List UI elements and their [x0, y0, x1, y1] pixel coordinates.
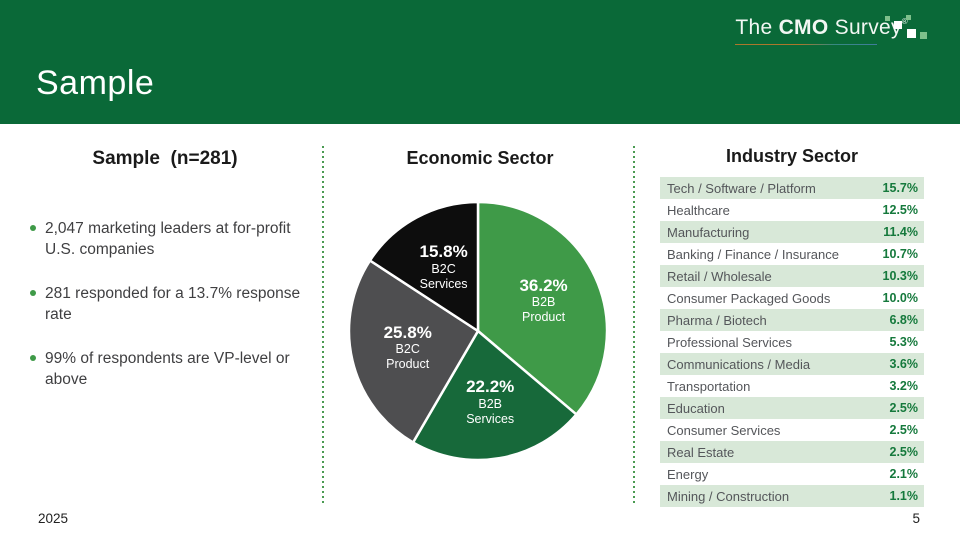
industry-row: Manufacturing 11.4%	[660, 221, 924, 243]
industry-row: Mining / Construction 1.1%	[660, 485, 924, 507]
industry-row: Communications / Media 3.6%	[660, 353, 924, 375]
industry-label: Energy	[667, 466, 709, 482]
industry-row: Consumer Packaged Goods 10.0%	[660, 287, 924, 309]
sample-panel: Sample (n=281) 2,047 marketing leaders a…	[20, 148, 310, 412]
industry-label: Tech / Software / Platform	[667, 180, 816, 196]
industry-value: 5.3%	[889, 335, 919, 349]
industry-sector-panel: Industry Sector Tech / Software / Platfo…	[660, 146, 924, 507]
industry-value: 2.5%	[889, 423, 919, 437]
bullet-icon	[30, 225, 36, 231]
industry-value: 3.6%	[889, 357, 919, 371]
slide-title: Sample	[36, 64, 155, 102]
sample-bullet-list: 2,047 marketing leaders at for-profit U.…	[20, 218, 310, 390]
pie-label-b2c-product: 25.8% B2C Product	[383, 322, 432, 372]
industry-row: Pharma / Biotech 6.8%	[660, 309, 924, 331]
registered-trademark-icon: ®	[901, 17, 908, 26]
industry-value: 2.5%	[889, 445, 919, 459]
industry-value: 10.0%	[882, 291, 918, 305]
industry-value: 11.4%	[883, 225, 918, 239]
sample-bullet: 2,047 marketing leaders at for-profit U.…	[30, 218, 310, 261]
column-divider-2	[633, 146, 635, 506]
pie-slice-b2b-services	[411, 329, 578, 462]
industry-value: 12.5%	[882, 203, 918, 217]
industry-row: Consumer Services 2.5%	[660, 419, 924, 441]
bullet-text: 281 responded for a 13.7% response rate	[45, 284, 301, 324]
logo-cmo: CMO	[778, 16, 829, 39]
footer-page-number: 5	[912, 511, 920, 526]
logo-survey: Survey	[828, 16, 902, 39]
economic-sector-heading: Economic Sector	[406, 148, 554, 168]
industry-label: Consumer Packaged Goods	[667, 290, 831, 306]
bullet-icon	[30, 289, 36, 296]
sample-bullet: 281 responded for a 13.7% response rate	[30, 283, 310, 326]
industry-row: Transportation 3.2%	[660, 375, 924, 397]
industry-label: Manufacturing	[667, 224, 750, 240]
industry-label: Professional Services	[667, 334, 792, 350]
industry-value: 3.2%	[889, 379, 919, 393]
industry-row: Healthcare 12.5%	[660, 199, 924, 221]
column-divider-1	[322, 146, 324, 506]
industry-row: Real Estate 2.5%	[660, 441, 924, 463]
industry-sector-table: Tech / Software / Platform 15.7% Healthcar…	[660, 177, 924, 507]
bullet-text: 2,047 marketing leaders at for-profit U.…	[45, 220, 291, 259]
sample-heading: Sample (n=281)	[92, 148, 238, 169]
pie-slice-b2c-services	[368, 200, 480, 333]
logo-squares-icon	[881, 12, 935, 52]
industry-row: Tech / Software / Platform 15.7%	[660, 177, 924, 199]
pie-label-b2b-services: 22.2% B2B Services	[466, 377, 515, 426]
industry-row: Energy 2.1%	[660, 463, 924, 485]
industry-label: Consumer Services	[667, 422, 781, 438]
pie-slice-b2c-product	[347, 259, 480, 444]
logo-the: The	[735, 16, 779, 39]
industry-value: 10.3%	[882, 269, 918, 283]
industry-label: Healthcare	[667, 202, 730, 218]
pie-label-b2c-services: 15.8% B2C Services	[419, 242, 468, 292]
industry-value: 1.1%	[889, 489, 919, 503]
industry-row: Retail / Wholesale 10.3%	[660, 265, 924, 287]
industry-label: Education	[667, 400, 725, 416]
industry-row: Professional Services 5.3%	[660, 331, 924, 353]
economic-sector-pie-chart: 36.2% B2B Product 22.2% B2B Services 25.8% B2C P…	[343, 196, 613, 466]
logo-text: The CMO Survey®	[735, 16, 908, 39]
industry-label: Real Estate	[667, 444, 735, 460]
industry-sector-heading: Industry Sector	[725, 146, 859, 166]
logo-underline	[735, 44, 878, 45]
industry-value: 10.7%	[882, 247, 918, 261]
economic-sector-panel: Economic Sector 36.2% B2B Product 22.2% B2B S…	[338, 148, 622, 462]
industry-label: Retail / Wholesale	[667, 268, 772, 284]
industry-value: 2.1%	[889, 467, 919, 481]
footer-year: 2025	[38, 511, 69, 526]
sample-bullet: 99% of respondents are VP-level or above	[30, 348, 310, 391]
industry-label: Transportation	[667, 378, 751, 394]
industry-label: Pharma / Biotech	[667, 312, 767, 328]
industry-value: 15.7%	[882, 181, 918, 195]
industry-row: Banking / Finance / Insurance 10.7%	[660, 243, 924, 265]
industry-label: Mining / Construction	[667, 488, 790, 504]
industry-value: 6.8%	[889, 313, 919, 327]
industry-row: Education 2.5%	[660, 397, 924, 419]
pie-slice-b2b-product	[476, 200, 609, 416]
industry-value: 2.5%	[889, 401, 919, 415]
pie-label-b2b-product: 36.2% B2B Product	[519, 275, 568, 325]
bullet-icon	[30, 354, 36, 361]
header-banner: Sample The CMO Survey®	[0, 0, 960, 124]
industry-label: Banking / Finance / Insurance	[667, 246, 839, 262]
industry-label: Communications / Media	[667, 356, 811, 372]
bullet-text: 99% of respondents are VP-level or above	[45, 349, 290, 388]
pie-svg	[347, 200, 609, 462]
cmo-survey-logo: The CMO Survey®	[735, 15, 928, 50]
